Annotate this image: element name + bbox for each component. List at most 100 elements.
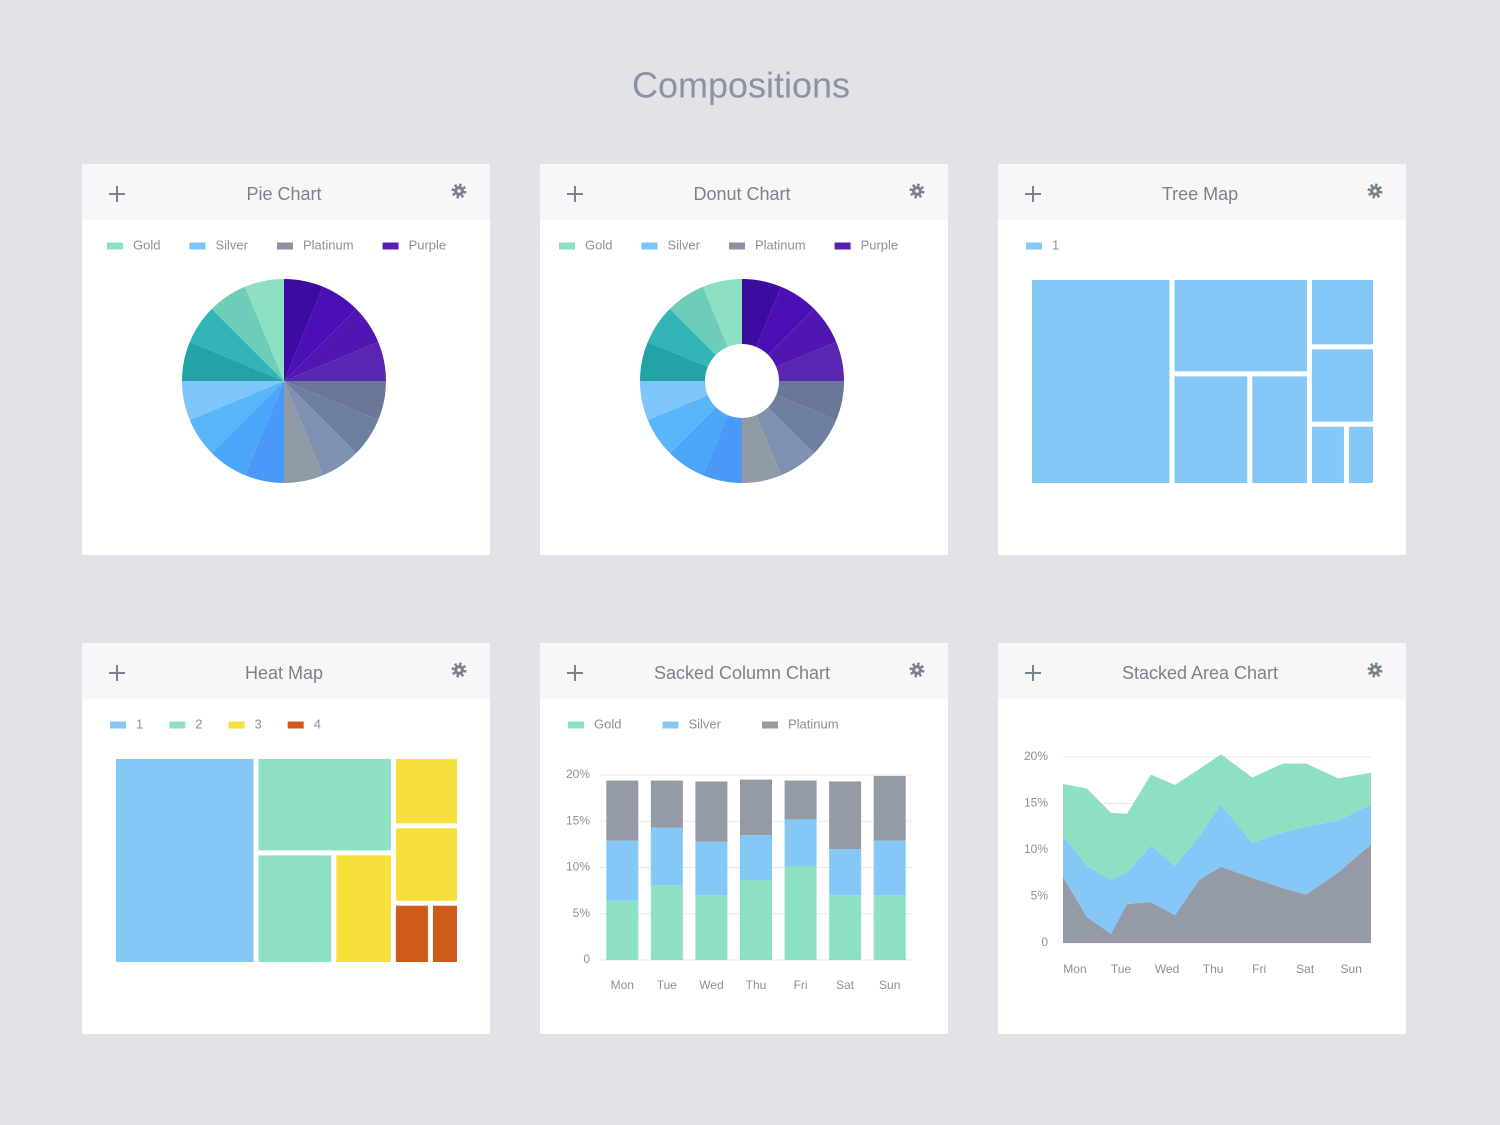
legend-label: 1 <box>136 716 143 731</box>
card-header <box>82 164 490 220</box>
tree-cell <box>1311 426 1344 483</box>
bar-segment <box>740 880 772 960</box>
gear-hole <box>1373 189 1377 193</box>
legend-swatch <box>228 721 245 729</box>
add-icon[interactable] <box>1025 186 1041 202</box>
y-tick-label: 20% <box>1024 749 1048 763</box>
tree-cell <box>395 828 457 901</box>
x-tick-label: Sat <box>836 978 855 992</box>
legend-swatch <box>662 721 679 729</box>
pie-slice <box>284 279 324 381</box>
bar-segment <box>873 775 906 841</box>
gear-teeth <box>1367 183 1383 199</box>
legend-label: Gold <box>133 237 160 252</box>
gear-teeth <box>909 183 925 199</box>
legend-swatch <box>1026 242 1042 250</box>
legend-label: 1 <box>1052 237 1059 252</box>
legend-label: Silver <box>688 716 721 731</box>
y-tick-label: 5% <box>573 906 591 920</box>
add-icon[interactable] <box>567 186 583 202</box>
bar-segment <box>695 781 728 842</box>
gear-teeth <box>909 662 925 678</box>
gear-teeth <box>451 662 467 678</box>
legend-label: Platinum <box>788 716 839 731</box>
gear-teeth <box>1367 662 1383 678</box>
add-icon[interactable] <box>567 665 583 681</box>
legend-label: Platinum <box>303 237 354 252</box>
bar-segment <box>650 885 683 960</box>
chart-card: Stacked Area Chart 0 5% 10% 15% 20% Mon Tue Wed T… <box>998 643 1406 1034</box>
tree-cell <box>116 759 254 962</box>
bar-segment <box>829 895 862 960</box>
x-tick-label: Thu <box>746 978 767 992</box>
card-title: Tree Map <box>1162 184 1238 204</box>
gear-hole <box>1373 668 1377 672</box>
legend-label: Gold <box>594 716 621 731</box>
settings-icon[interactable] <box>909 183 925 199</box>
bar-segment <box>784 866 817 960</box>
card-header <box>540 164 948 220</box>
legend-label: 2 <box>195 716 202 731</box>
bar-segment <box>695 841 728 896</box>
y-tick-label: 0 <box>1041 935 1048 949</box>
settings-icon[interactable] <box>451 183 467 199</box>
bar-segment <box>873 895 906 960</box>
tree-cell <box>1311 280 1373 345</box>
y-tick-label: 10% <box>566 860 590 874</box>
settings-icon[interactable] <box>1367 662 1383 678</box>
tree-cell <box>395 905 428 962</box>
gear-hole <box>457 668 461 672</box>
y-tick-label: 5% <box>1031 889 1049 903</box>
legend-swatch <box>382 242 399 250</box>
pie-slice <box>211 381 284 476</box>
tree-cell <box>336 855 391 962</box>
chart-card: Tree Map 1 <box>998 164 1406 555</box>
card-title: Heat Map <box>245 663 323 683</box>
chart-card: Heat Map 1 2 3 4 <box>82 643 490 1034</box>
y-tick-label: 0 <box>583 952 590 966</box>
legend-swatch <box>559 242 575 250</box>
card-title: Sacked Column Chart <box>654 663 830 683</box>
card-header <box>82 643 490 699</box>
tree-cell <box>395 759 457 824</box>
bar-segment <box>784 819 817 867</box>
x-tick-label: Fri <box>794 978 808 992</box>
chart-card: Donut Chart Gold Silver Platinum Purple <box>540 164 948 555</box>
add-icon[interactable] <box>1025 665 1041 681</box>
pie-slice <box>182 381 284 421</box>
pie-slice <box>244 279 284 381</box>
pie-slice <box>284 381 379 454</box>
bar-segment <box>829 849 862 896</box>
add-icon[interactable] <box>109 186 125 202</box>
x-tick-label: Mon <box>611 978 634 992</box>
bar-segment <box>650 827 683 886</box>
x-tick-label: Tue <box>657 978 678 992</box>
bar-segment <box>740 779 772 836</box>
settings-icon[interactable] <box>451 662 467 678</box>
legend-swatch <box>641 242 658 250</box>
bar-segment <box>829 781 862 849</box>
bar-segment <box>873 840 906 896</box>
pie-slice <box>284 341 386 381</box>
settings-icon[interactable] <box>1367 183 1383 199</box>
tree-cell <box>1032 280 1170 483</box>
add-icon[interactable] <box>109 665 125 681</box>
x-tick-label: Thu <box>1203 962 1224 976</box>
y-tick-label: 20% <box>566 767 590 781</box>
x-tick-label: Fri <box>1252 962 1266 976</box>
page-title: Compositions <box>632 65 850 106</box>
legend-swatch <box>169 721 186 729</box>
card-title: Pie Chart <box>246 184 321 204</box>
legend-label: Platinum <box>755 237 806 252</box>
pie-slice <box>244 381 284 483</box>
pie-slice <box>284 286 357 381</box>
settings-icon[interactable] <box>909 662 925 678</box>
x-tick-label: Wed <box>1155 962 1179 976</box>
bar-segment <box>606 840 639 901</box>
pie-slice <box>284 381 324 483</box>
legend-label: Gold <box>585 237 612 252</box>
tree-cell <box>258 855 332 962</box>
y-tick-label: 10% <box>1024 842 1048 856</box>
legend-swatch <box>287 721 304 729</box>
